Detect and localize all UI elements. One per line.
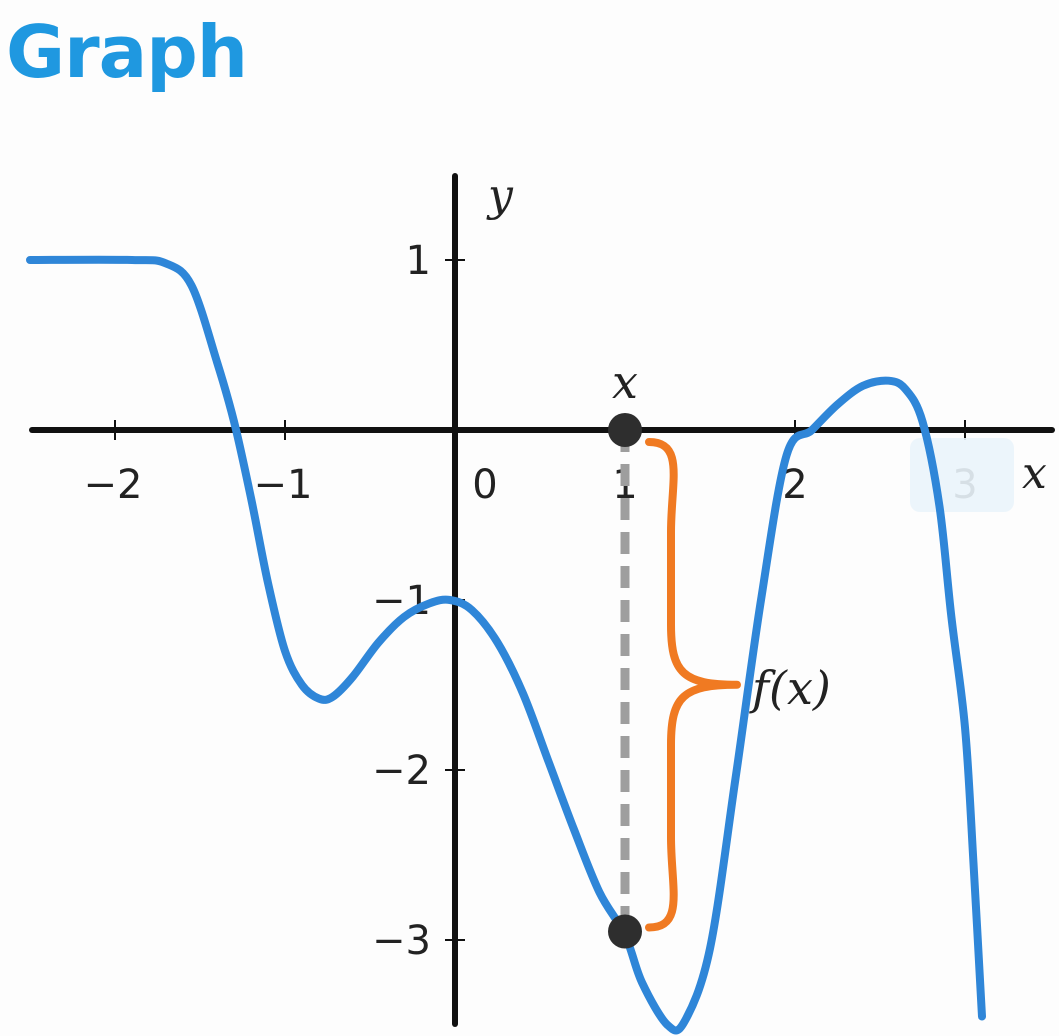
curve-layer [26, 255, 986, 1035]
y-tick-label: −3 [372, 918, 431, 964]
point-x-label: x [612, 355, 638, 409]
brace [645, 438, 741, 932]
axes [29, 173, 1055, 1027]
tick-marks [114, 259, 966, 941]
page-title: Graph [6, 10, 248, 94]
function-curve [26, 255, 986, 1035]
tick-labels: xy−2−101231−1−2−3 [84, 170, 1047, 964]
x-axis-name: x [1022, 448, 1047, 499]
y-tick-label: 1 [406, 238, 431, 284]
y-tick-label: −2 [372, 748, 431, 794]
annotation-layer: x f(x) [608, 355, 831, 949]
x-tick-label: 0 [472, 462, 497, 508]
point-on-curve [608, 914, 642, 949]
x-tick-label: −1 [254, 462, 313, 508]
point-on-x-axis [608, 413, 642, 447]
brace-label: f(x) [749, 661, 831, 715]
y-axis-name: y [486, 170, 514, 221]
x-tick-label: −2 [84, 462, 143, 508]
